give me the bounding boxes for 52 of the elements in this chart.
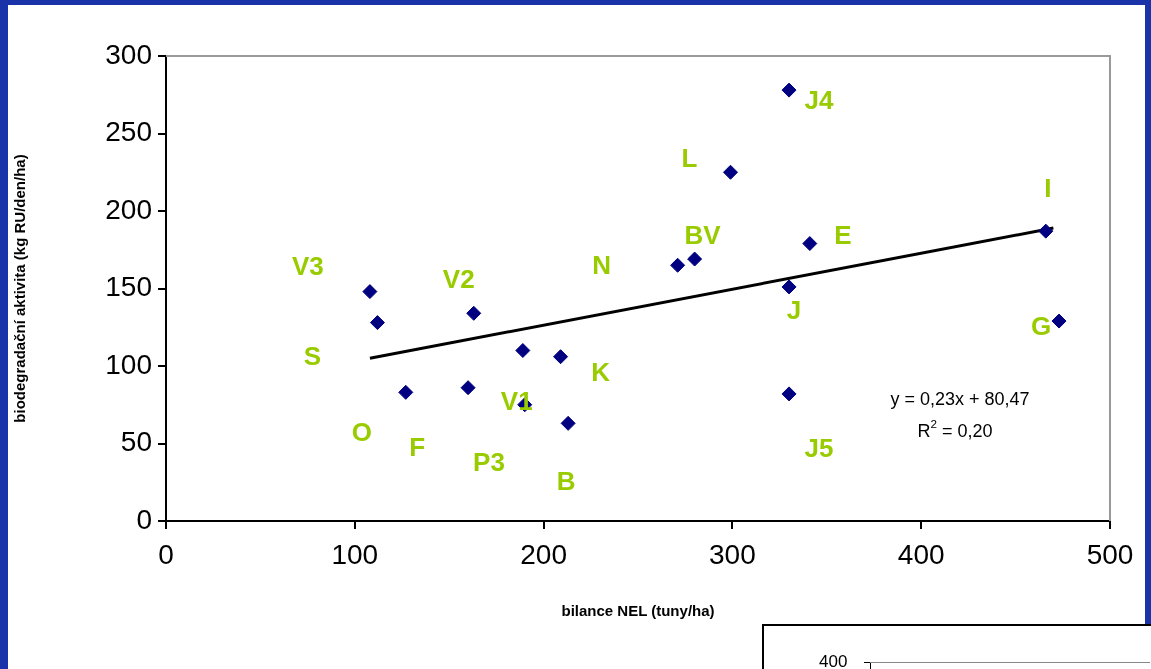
- annotation: G: [1030, 311, 1052, 342]
- x-tick-label: 500: [1086, 538, 1134, 570]
- x-axis-title: bilance NEL (tuny/ha): [561, 602, 715, 620]
- x-tick-label: 200: [520, 538, 567, 570]
- annotation: V3: [292, 250, 324, 281]
- annotation: y = 0,23x + 80,47: [890, 388, 1030, 409]
- x-tick-label: 300: [709, 538, 756, 570]
- y-axis-title: biodegradační aktivita (kg RU/den/ha): [11, 154, 29, 423]
- y-tick-label: 300: [105, 38, 152, 70]
- point: [802, 236, 818, 252]
- point: [560, 415, 576, 431]
- point: [553, 349, 569, 365]
- annotation: S: [303, 340, 322, 371]
- point: [515, 343, 531, 358]
- point: [687, 251, 703, 267]
- point: [460, 380, 476, 396]
- point: [1038, 223, 1054, 239]
- annotation: J: [786, 295, 802, 326]
- text: 400: [819, 652, 848, 669]
- annotation: J5: [804, 433, 834, 464]
- point: [362, 284, 378, 300]
- x-tick-label: 100: [331, 538, 379, 570]
- x-tick-label: 400: [897, 538, 945, 570]
- point: [781, 279, 797, 295]
- point: [398, 384, 414, 400]
- point: [369, 315, 385, 331]
- annotation: B: [556, 465, 576, 496]
- annotation: I: [1044, 173, 1052, 204]
- y-tick-label: 150: [105, 271, 152, 303]
- y-tick-label: 250: [105, 116, 152, 148]
- annotation: O: [351, 416, 372, 447]
- annotation: P3: [473, 447, 505, 478]
- point: [466, 305, 482, 321]
- y-tick-label: 100: [105, 348, 152, 380]
- y-tick-label: 200: [105, 193, 152, 225]
- annotation: E: [834, 219, 852, 250]
- annotation: J4: [804, 85, 835, 116]
- annotation: L: [681, 143, 698, 174]
- point: [670, 257, 686, 273]
- point: [723, 164, 739, 180]
- annotation: N: [592, 250, 612, 281]
- x-tick-label: 0: [158, 538, 174, 570]
- point: [781, 386, 797, 402]
- y-tick-label: 0: [136, 503, 152, 535]
- annotation: V1: [500, 385, 533, 416]
- annotation: F: [409, 431, 426, 462]
- annotation: V2: [442, 264, 475, 295]
- y-tick-label: 50: [120, 426, 152, 458]
- point: [1051, 313, 1067, 329]
- point: [781, 82, 797, 98]
- annotation: BV: [684, 220, 722, 251]
- annotation: K: [591, 356, 611, 387]
